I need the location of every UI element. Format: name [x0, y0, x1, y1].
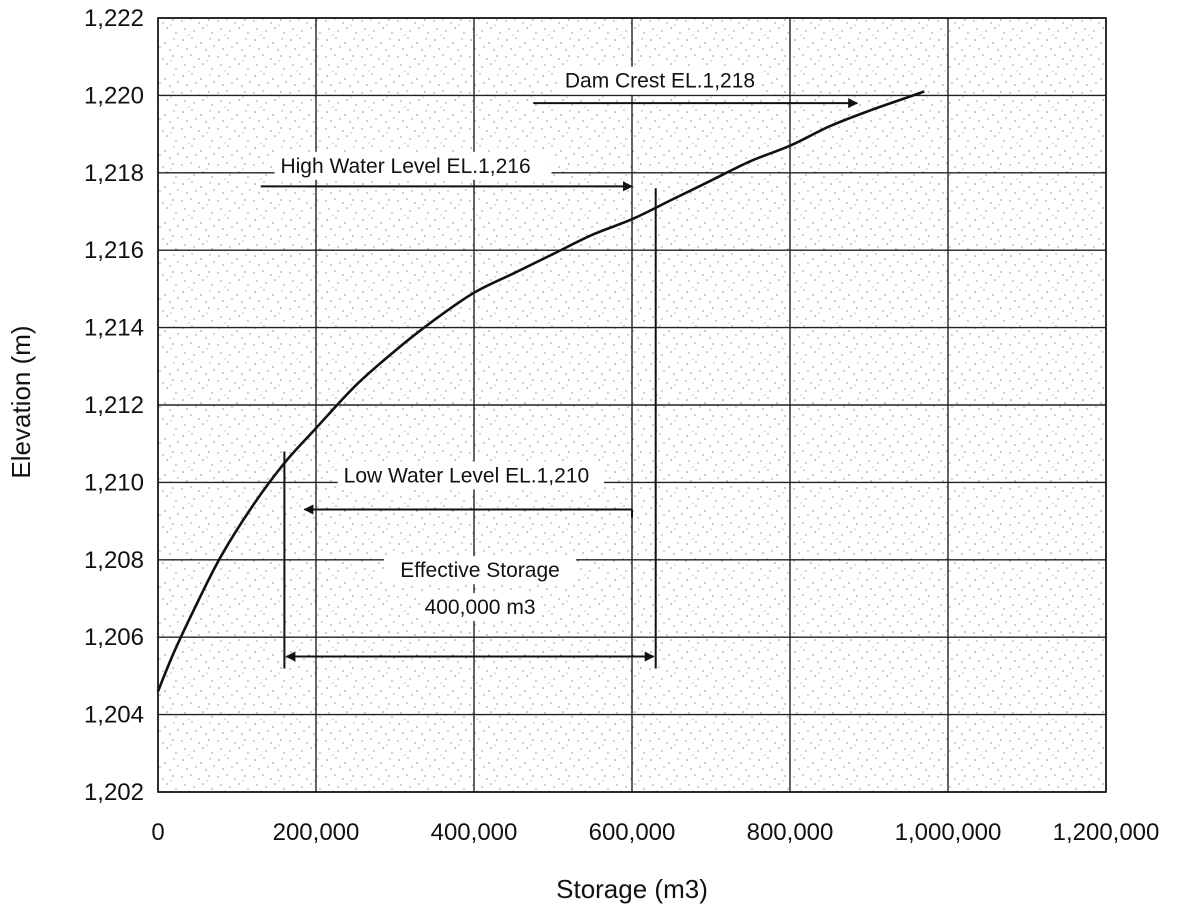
- x-tick-label-1: 200,000: [273, 819, 360, 846]
- low-water-label: Low Water Level EL.1,210: [344, 464, 590, 487]
- plot-border: [157, 17, 1107, 793]
- x-tick-label-6: 1,200,000: [1053, 819, 1160, 846]
- y-tick-label-5: 1,212: [84, 392, 144, 419]
- y-tick-label-1: 1,204: [84, 702, 144, 729]
- dam-crest-label: Dam Crest EL.1,218: [565, 70, 755, 93]
- y-tick-label-2: 1,206: [84, 624, 144, 651]
- effective-storage-label-2: 400,000 m3: [425, 596, 536, 619]
- series-line-0: [156, 90, 925, 692]
- effective-storage-label-1: Effective Storage: [400, 559, 560, 582]
- low-water-label-bg: [337, 461, 605, 490]
- y-tick-label-4: 1,210: [84, 469, 144, 496]
- high-water-label-bg: [274, 151, 552, 180]
- y-tick-label-6: 1,214: [84, 315, 144, 342]
- y-tick-label-10: 1,222: [84, 5, 144, 32]
- x-tick-label-2: 400,000: [431, 819, 518, 846]
- x-tick-label-5: 1,000,000: [895, 819, 1002, 846]
- x-tick-label-0: 0: [151, 819, 164, 846]
- effective-storage-label-1-bg: [383, 556, 577, 585]
- y-axis-title: Elevation (m): [6, 325, 36, 478]
- y-tick-label-7: 1,216: [84, 237, 144, 264]
- effective-storage-label-2-bg: [421, 592, 540, 621]
- y-tick-label-9: 1,220: [84, 82, 144, 109]
- y-tick-label-0: 1,202: [84, 779, 144, 806]
- x-axis-title: Storage (m3): [556, 874, 708, 904]
- dam-crest-label-bg: [558, 66, 762, 95]
- y-tick-label-3: 1,208: [84, 547, 144, 574]
- x-tick-label-3: 600,000: [589, 819, 676, 846]
- y-tick-label-8: 1,218: [84, 160, 144, 187]
- high-water-label: High Water Level EL.1,216: [280, 155, 530, 178]
- x-tick-label-4: 800,000: [747, 819, 834, 846]
